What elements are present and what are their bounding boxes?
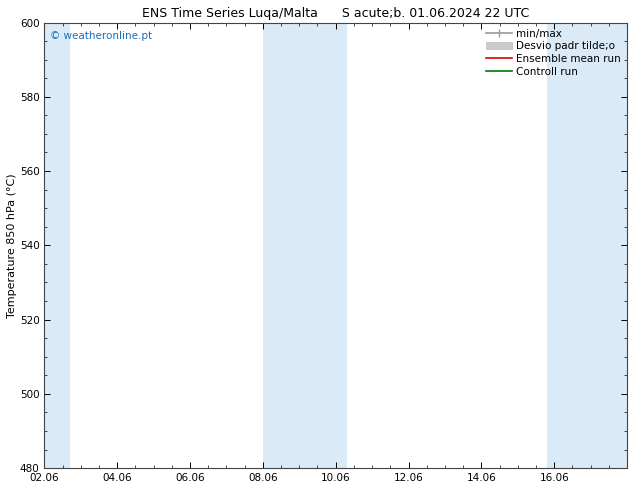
Title: ENS Time Series Luqa/Malta      S acute;b. 01.06.2024 22 UTC: ENS Time Series Luqa/Malta S acute;b. 01…	[142, 7, 529, 20]
Bar	[547, 23, 634, 468]
Y-axis label: Temperature 850 hPa (°C): Temperature 850 hPa (°C)	[7, 173, 17, 318]
Text: © weatheronline.pt: © weatheronline.pt	[50, 31, 152, 42]
Legend: min/max, Desvio padr tilde;o, Ensemble mean run, Controll run: min/max, Desvio padr tilde;o, Ensemble m…	[482, 24, 625, 81]
Bar	[34, 23, 70, 468]
Bar	[263, 23, 347, 468]
